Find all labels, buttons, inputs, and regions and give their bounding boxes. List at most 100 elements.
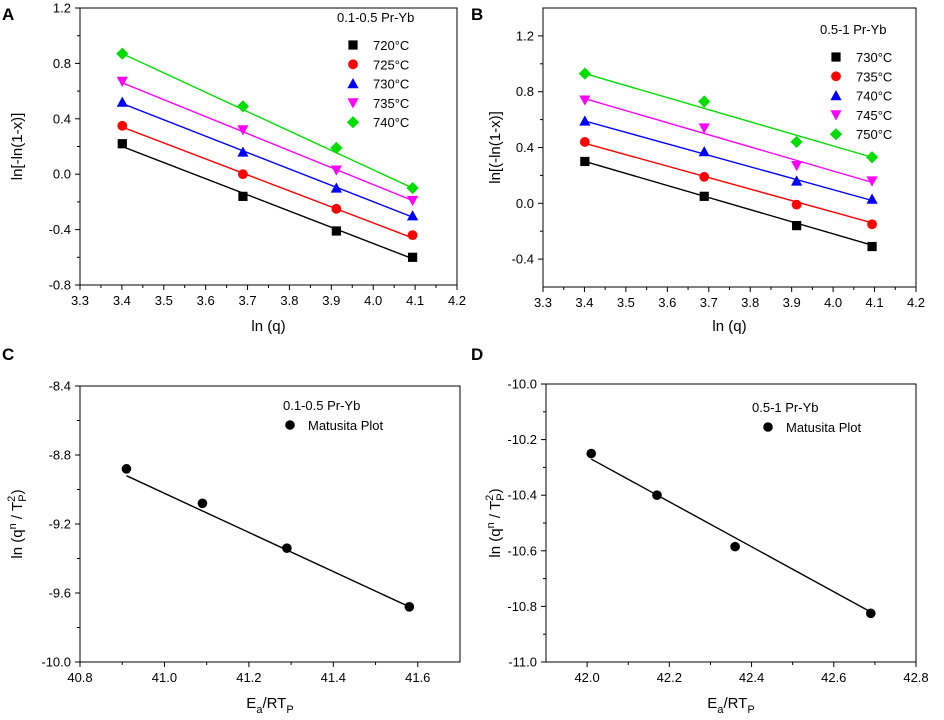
x-tick-label: 3.8 [280,293,298,308]
x-tick-label: 3.6 [197,293,215,308]
y-tick-label: -10.2 [507,432,537,447]
data-point [116,96,128,107]
y-tick-label: 1.2 [53,1,71,16]
x-axis-title: Ea/RTP [246,695,293,716]
y-tick-label: -10.6 [507,543,537,558]
legend-label: 740°C [373,115,409,130]
data-point [238,191,248,201]
panel-letter: B [471,5,483,24]
x-tick-label: 42.6 [821,670,846,685]
data-point [699,191,709,201]
series-3 [579,95,878,187]
plot-frame [79,385,461,663]
y-tick-label: -10.0 [41,655,71,670]
fit-line [584,120,873,202]
series-2 [116,96,419,221]
series-2 [579,115,878,204]
legend-marker [831,52,841,62]
legend-marker [829,128,843,141]
legend-label: 735°C [856,69,892,84]
x-title-rest: /RT [262,695,286,712]
data-point [117,139,127,149]
y-title-sup: n [7,523,19,529]
data-point [406,181,419,195]
y-tick-label: -0.4 [512,252,534,267]
y-tick-label: 0.4 [516,140,534,155]
fit-line [584,98,873,184]
legend: 0.1-0.5 Pr-Yb 720°C 725°C 730°C 735°C 740°C [337,10,414,130]
y-title-main: ln (q [487,528,504,557]
fit-line [584,160,873,246]
legend-label: Matusita Plot [786,420,862,435]
data-point [791,161,803,172]
data-point [791,175,803,186]
x-tick-label: 4.1 [406,293,424,308]
x-tick-label: 3.7 [239,293,257,308]
x-title-sub: a [717,704,724,716]
legend-label: 730°C [856,50,892,65]
x-title-sub: a [256,704,263,716]
x-tick-label: 40.8 [67,670,92,685]
data-point [790,135,803,149]
data-point [331,226,341,236]
x-title-rest: /RT [723,695,747,712]
data-point [282,543,292,553]
x-tick-label: 3.9 [322,293,340,308]
data-point [116,76,128,88]
y-tick-label: -9.6 [49,586,71,601]
fit-line [122,126,413,239]
y-title-sub2: P [495,493,507,500]
fit-line [122,53,413,189]
fit-line [584,72,873,158]
panel-c: C 40.8 41.0 41.2 41.4 41.6 -10.0 -9.6 -9.2 -8.8 -8… [2,345,461,716]
data-point [579,137,590,147]
x-tick-label: 4.0 [824,295,842,310]
panel-b: B 3.3 3.4 3.5 3.6 3.7 3.8 3.9 4.0 4.1 4.2 -0.4 0.0 0.… [471,5,925,335]
x-tick-label: 41.4 [321,670,346,685]
legend-title: 0.1-0.5 Pr-Yb [337,10,414,25]
panel-d: D 42.0 42.2 42.4 42.6 42.8 -11.0 -10.8 -10.6 -10.… [471,345,929,716]
data-point [578,67,591,80]
y-title-main: ln (q [9,529,26,558]
legend-marker [830,110,842,121]
x-tick-label: 4.1 [866,295,884,310]
data-point [404,602,415,612]
x-tick-label: 3.5 [617,295,635,310]
data-point [121,464,132,474]
data-point [579,95,591,106]
y-tick-label: -9.2 [49,517,71,532]
y-title-end: ) [9,489,26,494]
x-tick-label: 42.4 [739,670,764,685]
x-tick-label: 3.3 [71,293,89,308]
series-4 [578,67,879,164]
data-point [236,100,250,113]
legend-label: 730°C [373,77,409,92]
data-point [791,199,802,210]
x-title-e: E [246,695,256,712]
data-point [579,115,591,126]
panel-letter: C [2,345,14,364]
annotation-label: 0.1-0.5 Pr-Yb [283,398,360,413]
x-tick-label: 4.0 [364,293,382,308]
legend-label: 735°C [373,96,409,111]
panel-letter: A [2,5,14,24]
data-point [237,146,249,157]
fit-line [122,82,413,202]
panel-a: A 3.3 3.4 3.5 3.6 3.7 3.8 3.9 4.0 4.1 4.2 -0.8 -0.4 0… [2,1,466,336]
x-tick-label: 4.2 [907,295,925,310]
x-tick-label: 4.2 [448,293,466,308]
data-point [699,171,710,182]
y-title-mid: / T [9,502,26,523]
data-point [331,203,342,214]
series-0 [117,139,418,262]
x-tick-label: 3.7 [700,295,718,310]
data-point [730,541,740,552]
x-tick-label: 41.2 [236,670,261,685]
x-title-sub2: P [747,704,754,716]
x-tick-label: 3.3 [534,295,552,310]
x-tick-label: 3.4 [575,295,593,310]
data-point [867,219,877,230]
x-title-sub2: P [286,704,293,716]
x-tick-label: 3.5 [155,293,173,308]
x-axis-title: ln (q) [712,318,746,335]
